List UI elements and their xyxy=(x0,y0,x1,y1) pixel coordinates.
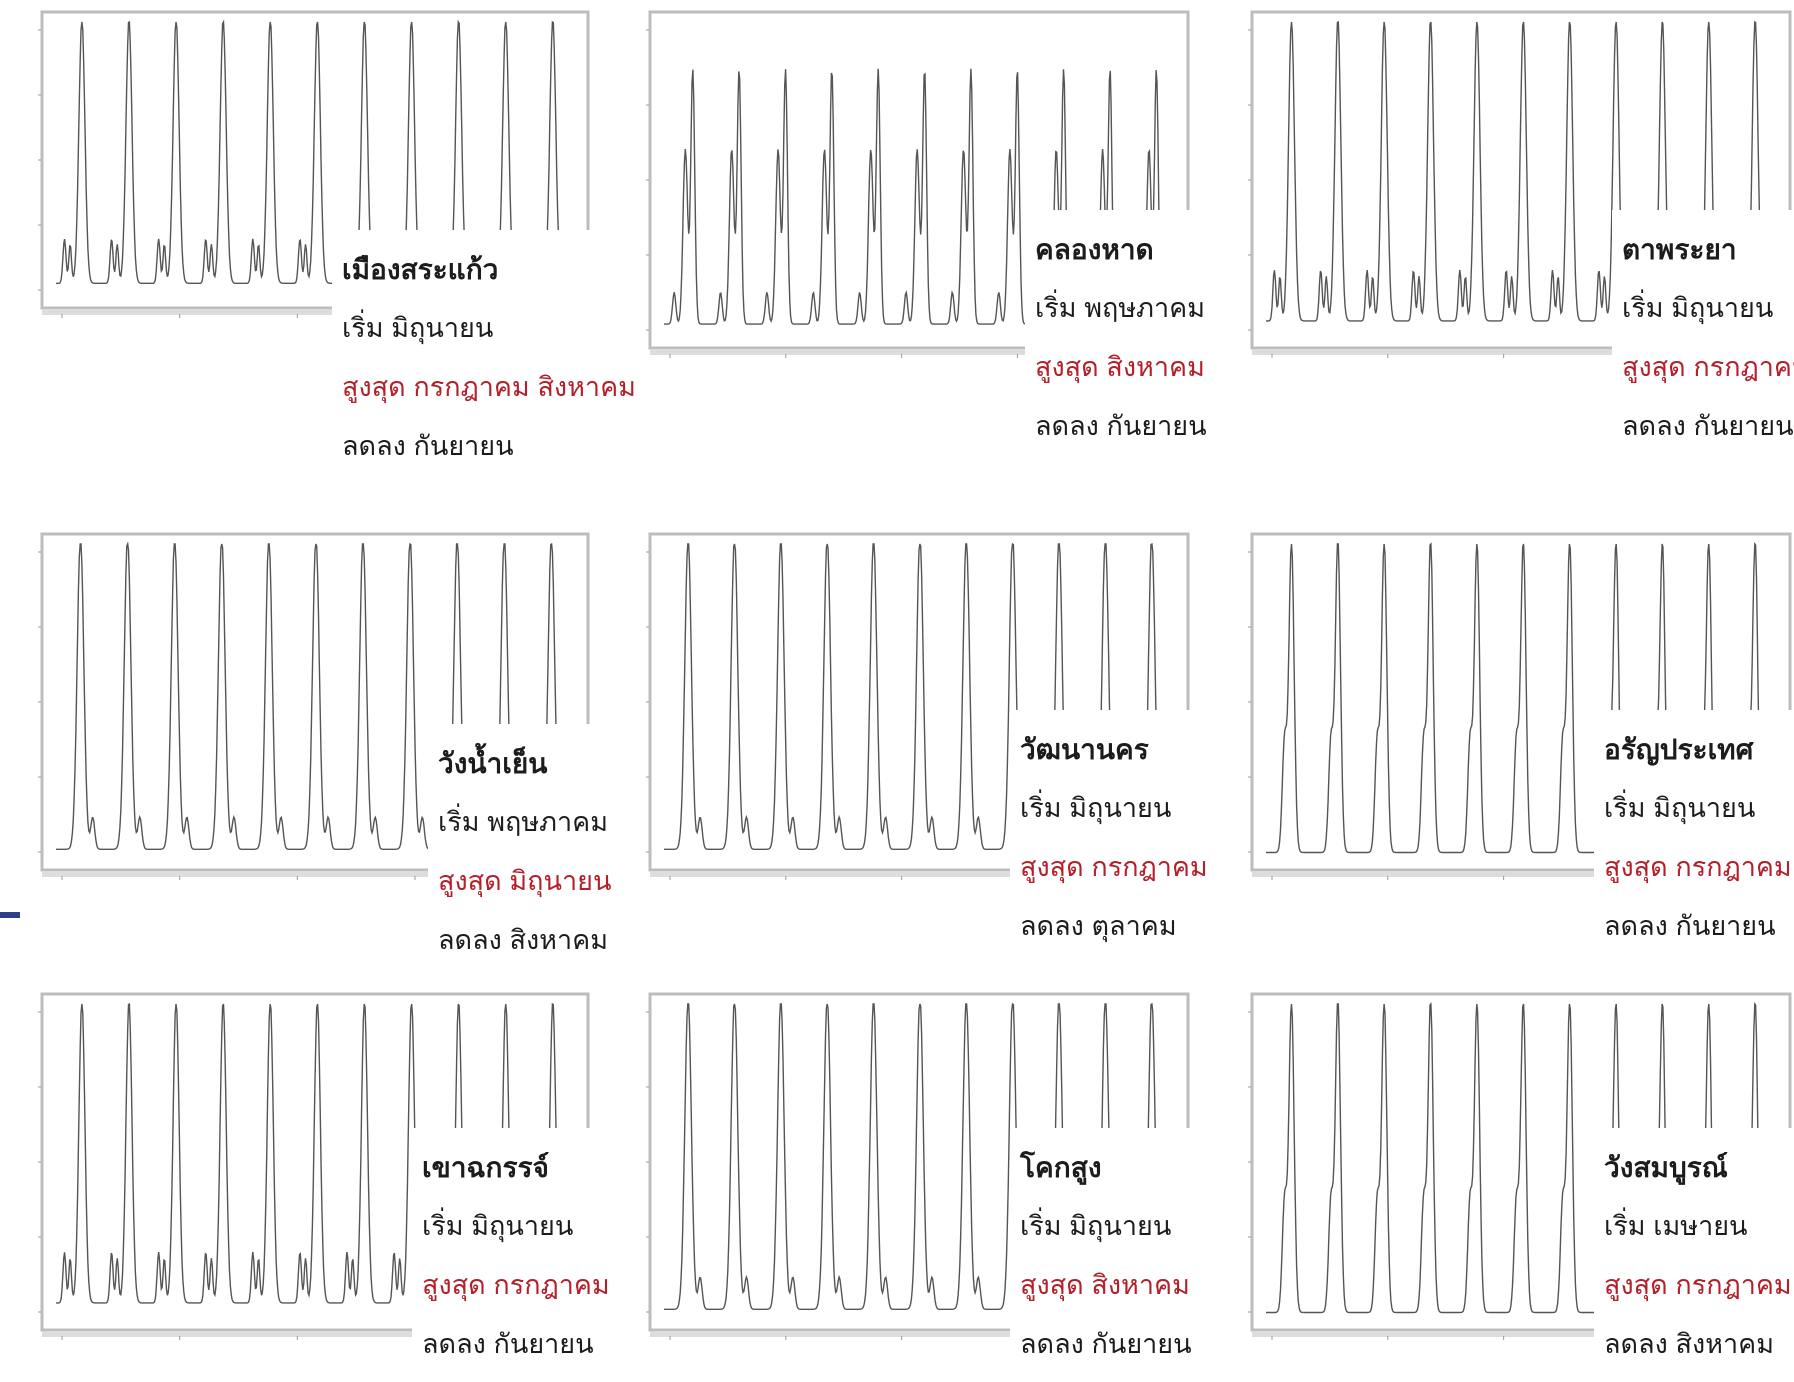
season-peak-text: สูงสุด กรกฎาคม สิงหาคม xyxy=(342,372,636,403)
plot-frame xyxy=(648,532,1190,872)
season-peak-text: สูงสุด กรกฎาคม xyxy=(1622,352,1794,383)
district-panel: เมืองสระแก้ว เริ่ม มิถุนายน สูงสุด กรกฎา… xyxy=(12,8,648,484)
season-peak-text: สูงสุด สิงหาคม xyxy=(1020,1270,1190,1301)
season-decline-text: ลดลง กันยายน xyxy=(1604,911,1776,942)
district-name: วังสมบูรณ์ xyxy=(1604,1151,1728,1184)
season-start-text: เริ่ม พฤษภาคม xyxy=(1035,293,1206,324)
season-start-text: เริ่ม มิถุนายน xyxy=(342,313,494,344)
season-info-box: คลองหาด เริ่ม พฤษภาคม สูงสุด สิงหาคม ลดล… xyxy=(1025,210,1219,464)
plot-frame xyxy=(648,10,1190,350)
district-name: วัฒนานคร xyxy=(1020,733,1149,766)
district-panel: คลองหาด เริ่ม พฤษภาคม สูงสุด สิงหาคม ลดล… xyxy=(620,8,1219,468)
season-start-text: เริ่ม มิถุนายน xyxy=(1604,793,1756,824)
season-decline-text: ลดลง กันยายน xyxy=(342,431,514,462)
district-panel: เขาฉกรรจ์ เริ่ม มิถุนายน สูงสุด กรกฎาคม … xyxy=(12,990,622,1382)
plot-frame xyxy=(40,10,590,310)
season-info-box: วัฒนานคร เริ่ม มิถุนายน สูงสุด กรกฎาคม ล… xyxy=(1010,710,1220,964)
season-peak-text: สูงสุด มิถุนายน xyxy=(438,866,612,897)
season-peak-text: สูงสุด กรกฎาคม xyxy=(1020,852,1208,883)
season-peak-text: สูงสุด กรกฎาคม xyxy=(422,1270,610,1301)
season-decline-text: ลดลง กันยายน xyxy=(1035,411,1207,442)
season-start-text: เริ่ม เมษายน xyxy=(1604,1211,1748,1242)
season-start-text: เริ่ม มิถุนายน xyxy=(1020,1211,1172,1242)
season-info-box: ตาพระยา เริ่ม มิถุนายน สูงสุด กรกฎาคม ลด… xyxy=(1612,210,1794,464)
plot-frame xyxy=(1250,10,1792,350)
district-panel: วังสมบูรณ์ เริ่ม เมษายน สูงสุด กรกฎาคม ล… xyxy=(1222,990,1794,1382)
district-panel: ตาพระยา เริ่ม มิถุนายน สูงสุด กรกฎาคม ลด… xyxy=(1222,8,1794,468)
season-peak-text: สูงสุด กรกฎาคม xyxy=(1604,852,1792,883)
season-info-box: โคกสูง เริ่ม มิถุนายน สูงสุด สิงหาคม ลดล… xyxy=(1010,1128,1204,1382)
district-name: เมืองสระแก้ว xyxy=(342,253,499,286)
season-decline-text: ลดลง สิงหาคม xyxy=(438,925,609,956)
season-info-box: วังสมบูรณ์ เริ่ม เมษายน สูงสุด กรกฎาคม ล… xyxy=(1594,1128,1794,1382)
district-name: เขาฉกรรจ์ xyxy=(422,1151,549,1184)
season-decline-text: ลดลง กันยายน xyxy=(422,1329,594,1360)
season-info-box: เขาฉกรรจ์ เริ่ม มิถุนายน สูงสุด กรกฎาคม … xyxy=(412,1128,622,1382)
district-name: อรัญประเทศ xyxy=(1604,733,1754,766)
district-name: โคกสูง xyxy=(1020,1151,1102,1184)
district-panel: วังน้ำเย็น เริ่ม พฤษภาคม สูงสุด มิถุนายน… xyxy=(12,530,624,978)
season-peak-text: สูงสุด สิงหาคม xyxy=(1035,352,1205,383)
season-decline-text: ลดลง ตุลาคม xyxy=(1020,911,1177,942)
season-start-text: เริ่ม มิถุนายน xyxy=(1020,793,1172,824)
season-start-text: เริ่ม พฤษภาคม xyxy=(438,807,609,838)
season-info-box: เมืองสระแก้ว เริ่ม มิถุนายน สูงสุด กรกฎา… xyxy=(332,230,648,484)
season-peak-text: สูงสุด กรกฎาคม xyxy=(1604,1270,1792,1301)
plot-frame xyxy=(40,532,590,872)
season-info-box: วังน้ำเย็น เริ่ม พฤษภาคม สูงสุด มิถุนายน… xyxy=(428,724,624,978)
season-decline-text: ลดลง กันยายน xyxy=(1020,1329,1192,1360)
district-panel: วัฒนานคร เริ่ม มิถุนายน สูงสุด กรกฎาคม ล… xyxy=(620,530,1220,964)
season-decline-text: ลดลง กันยายน xyxy=(1622,411,1794,442)
season-start-text: เริ่ม มิถุนายน xyxy=(1622,293,1774,324)
district-name: วังน้ำเย็น xyxy=(438,747,548,780)
season-info-box: อรัญประเทศ เริ่ม มิถุนายน สูงสุด กรกฎาคม… xyxy=(1594,710,1794,964)
district-name: คลองหาด xyxy=(1035,233,1154,266)
season-decline-text: ลดลง สิงหาคม xyxy=(1604,1329,1775,1360)
slide-edge-marker xyxy=(0,912,20,918)
district-panel: อรัญประเทศ เริ่ม มิถุนายน สูงสุด กรกฎาคม… xyxy=(1222,530,1794,964)
district-name: ตาพระยา xyxy=(1622,233,1737,266)
plot-frame xyxy=(1250,532,1792,872)
district-panel: โคกสูง เริ่ม มิถุนายน สูงสุด สิงหาคม ลดล… xyxy=(620,990,1204,1382)
season-start-text: เริ่ม มิถุนายน xyxy=(422,1211,574,1242)
